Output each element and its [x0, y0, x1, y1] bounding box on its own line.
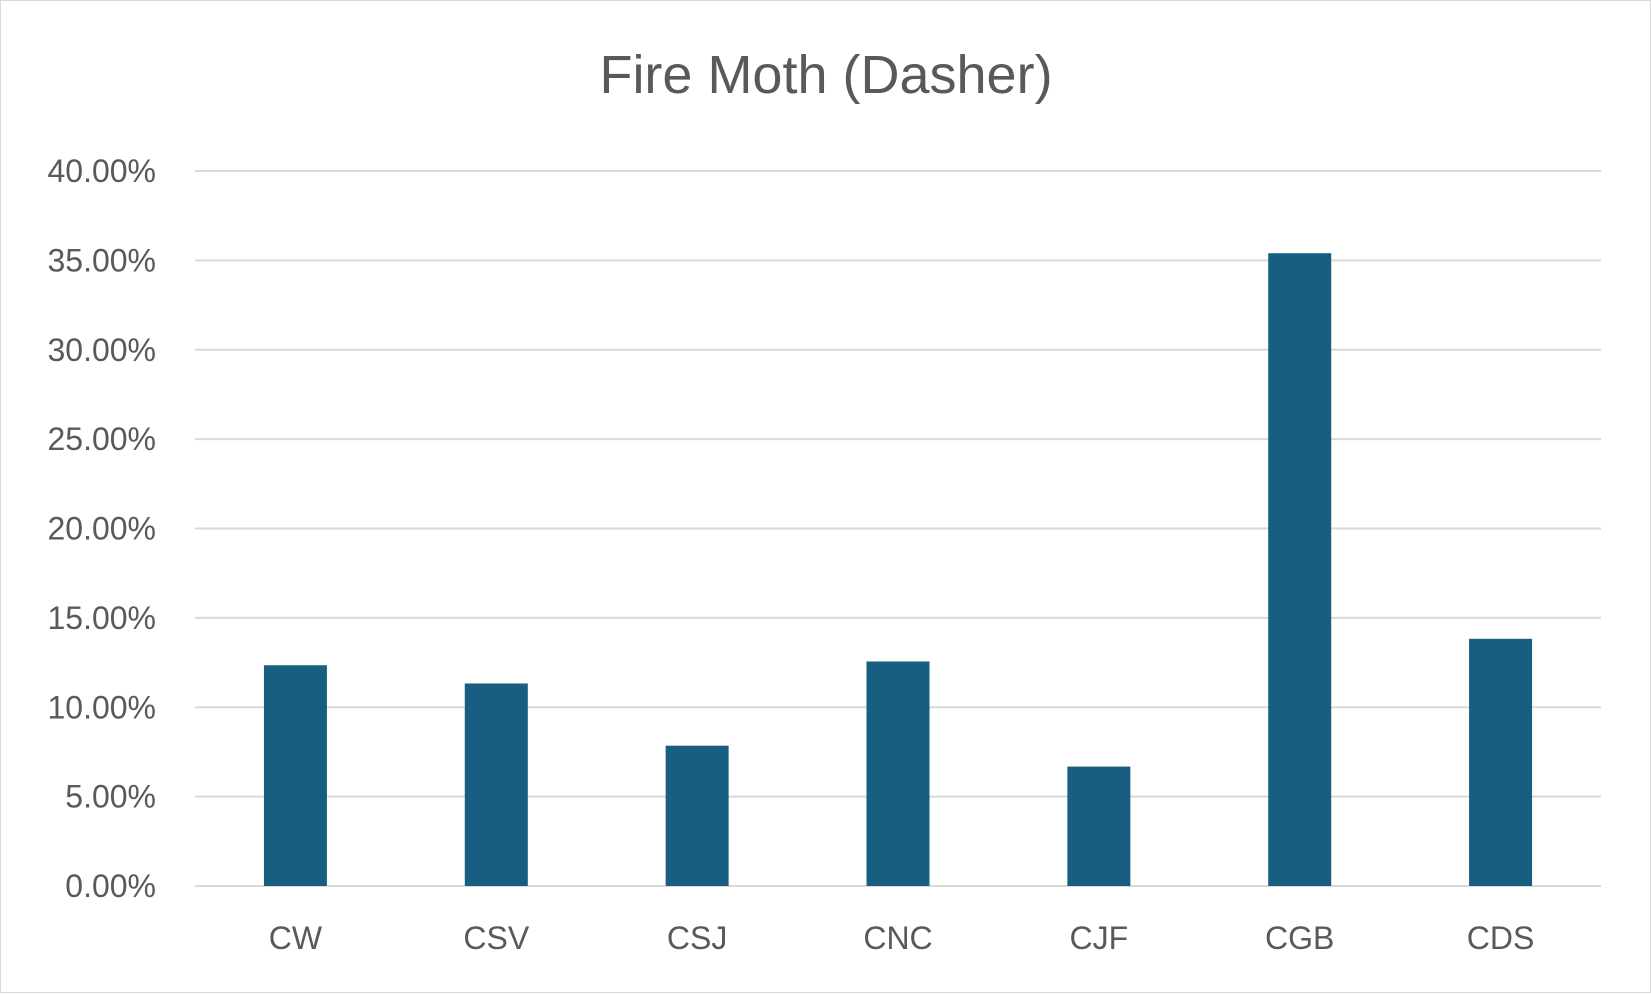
bar-csj — [665, 745, 729, 886]
y-tick-label: 35.00% — [47, 242, 156, 278]
bars — [263, 253, 1533, 887]
bar-csv — [464, 683, 528, 886]
bar-cw — [263, 665, 327, 886]
x-tick-label: CDS — [1467, 920, 1535, 956]
y-tick-label: 30.00% — [47, 332, 156, 368]
gridlines — [195, 170, 1601, 887]
x-tick-label: CSJ — [667, 920, 727, 956]
x-tick-label: CSV — [463, 920, 529, 956]
y-tick-label: 20.00% — [47, 511, 156, 547]
x-tick-label: CW — [269, 920, 323, 956]
x-tick-label: CGB — [1265, 920, 1334, 956]
y-tick-label: 40.00% — [47, 153, 156, 189]
x-axis-tick-labels: CW CSV CSJ CNC CJF CGB CDS — [269, 920, 1535, 956]
y-tick-label: 10.00% — [47, 689, 156, 725]
bar-cnc — [866, 661, 930, 886]
y-axis-tick-labels: 0.00% 5.00% 10.00% 15.00% 20.00% 25.00% 30.00%… — [47, 153, 156, 904]
y-tick-label: 0.00% — [65, 868, 156, 904]
y-tick-label: 15.00% — [47, 600, 156, 636]
y-tick-label: 5.00% — [65, 779, 156, 815]
y-tick-label: 25.00% — [47, 421, 156, 457]
bar-cgb — [1268, 253, 1332, 887]
x-tick-label: CJF — [1070, 920, 1129, 956]
x-tick-label: CNC — [863, 920, 932, 956]
bar-cds — [1469, 638, 1533, 886]
chart-title: Fire Moth (Dasher) — [599, 45, 1052, 105]
bar-cjf — [1067, 766, 1131, 886]
